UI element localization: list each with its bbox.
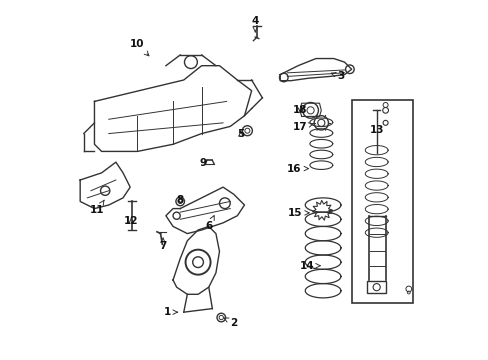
Text: 14: 14 xyxy=(299,261,320,271)
Text: 7: 7 xyxy=(159,238,166,251)
Text: 12: 12 xyxy=(124,216,138,226)
Text: 10: 10 xyxy=(130,39,148,56)
Text: 1: 1 xyxy=(164,307,177,317)
Text: 13: 13 xyxy=(369,125,384,135)
Text: 2: 2 xyxy=(224,318,237,328)
Text: 5: 5 xyxy=(237,129,244,139)
Text: 16: 16 xyxy=(286,163,308,174)
Text: 8: 8 xyxy=(176,195,183,204)
Text: 15: 15 xyxy=(287,208,308,218)
Bar xyxy=(366,281,386,293)
Bar xyxy=(351,100,412,303)
Text: 11: 11 xyxy=(90,200,104,215)
Text: 18: 18 xyxy=(292,105,307,114)
Text: 4: 4 xyxy=(251,16,258,32)
Text: 17: 17 xyxy=(292,122,312,132)
Text: 6: 6 xyxy=(205,216,214,231)
Text: 9: 9 xyxy=(200,158,206,168)
Text: 3: 3 xyxy=(330,71,344,81)
